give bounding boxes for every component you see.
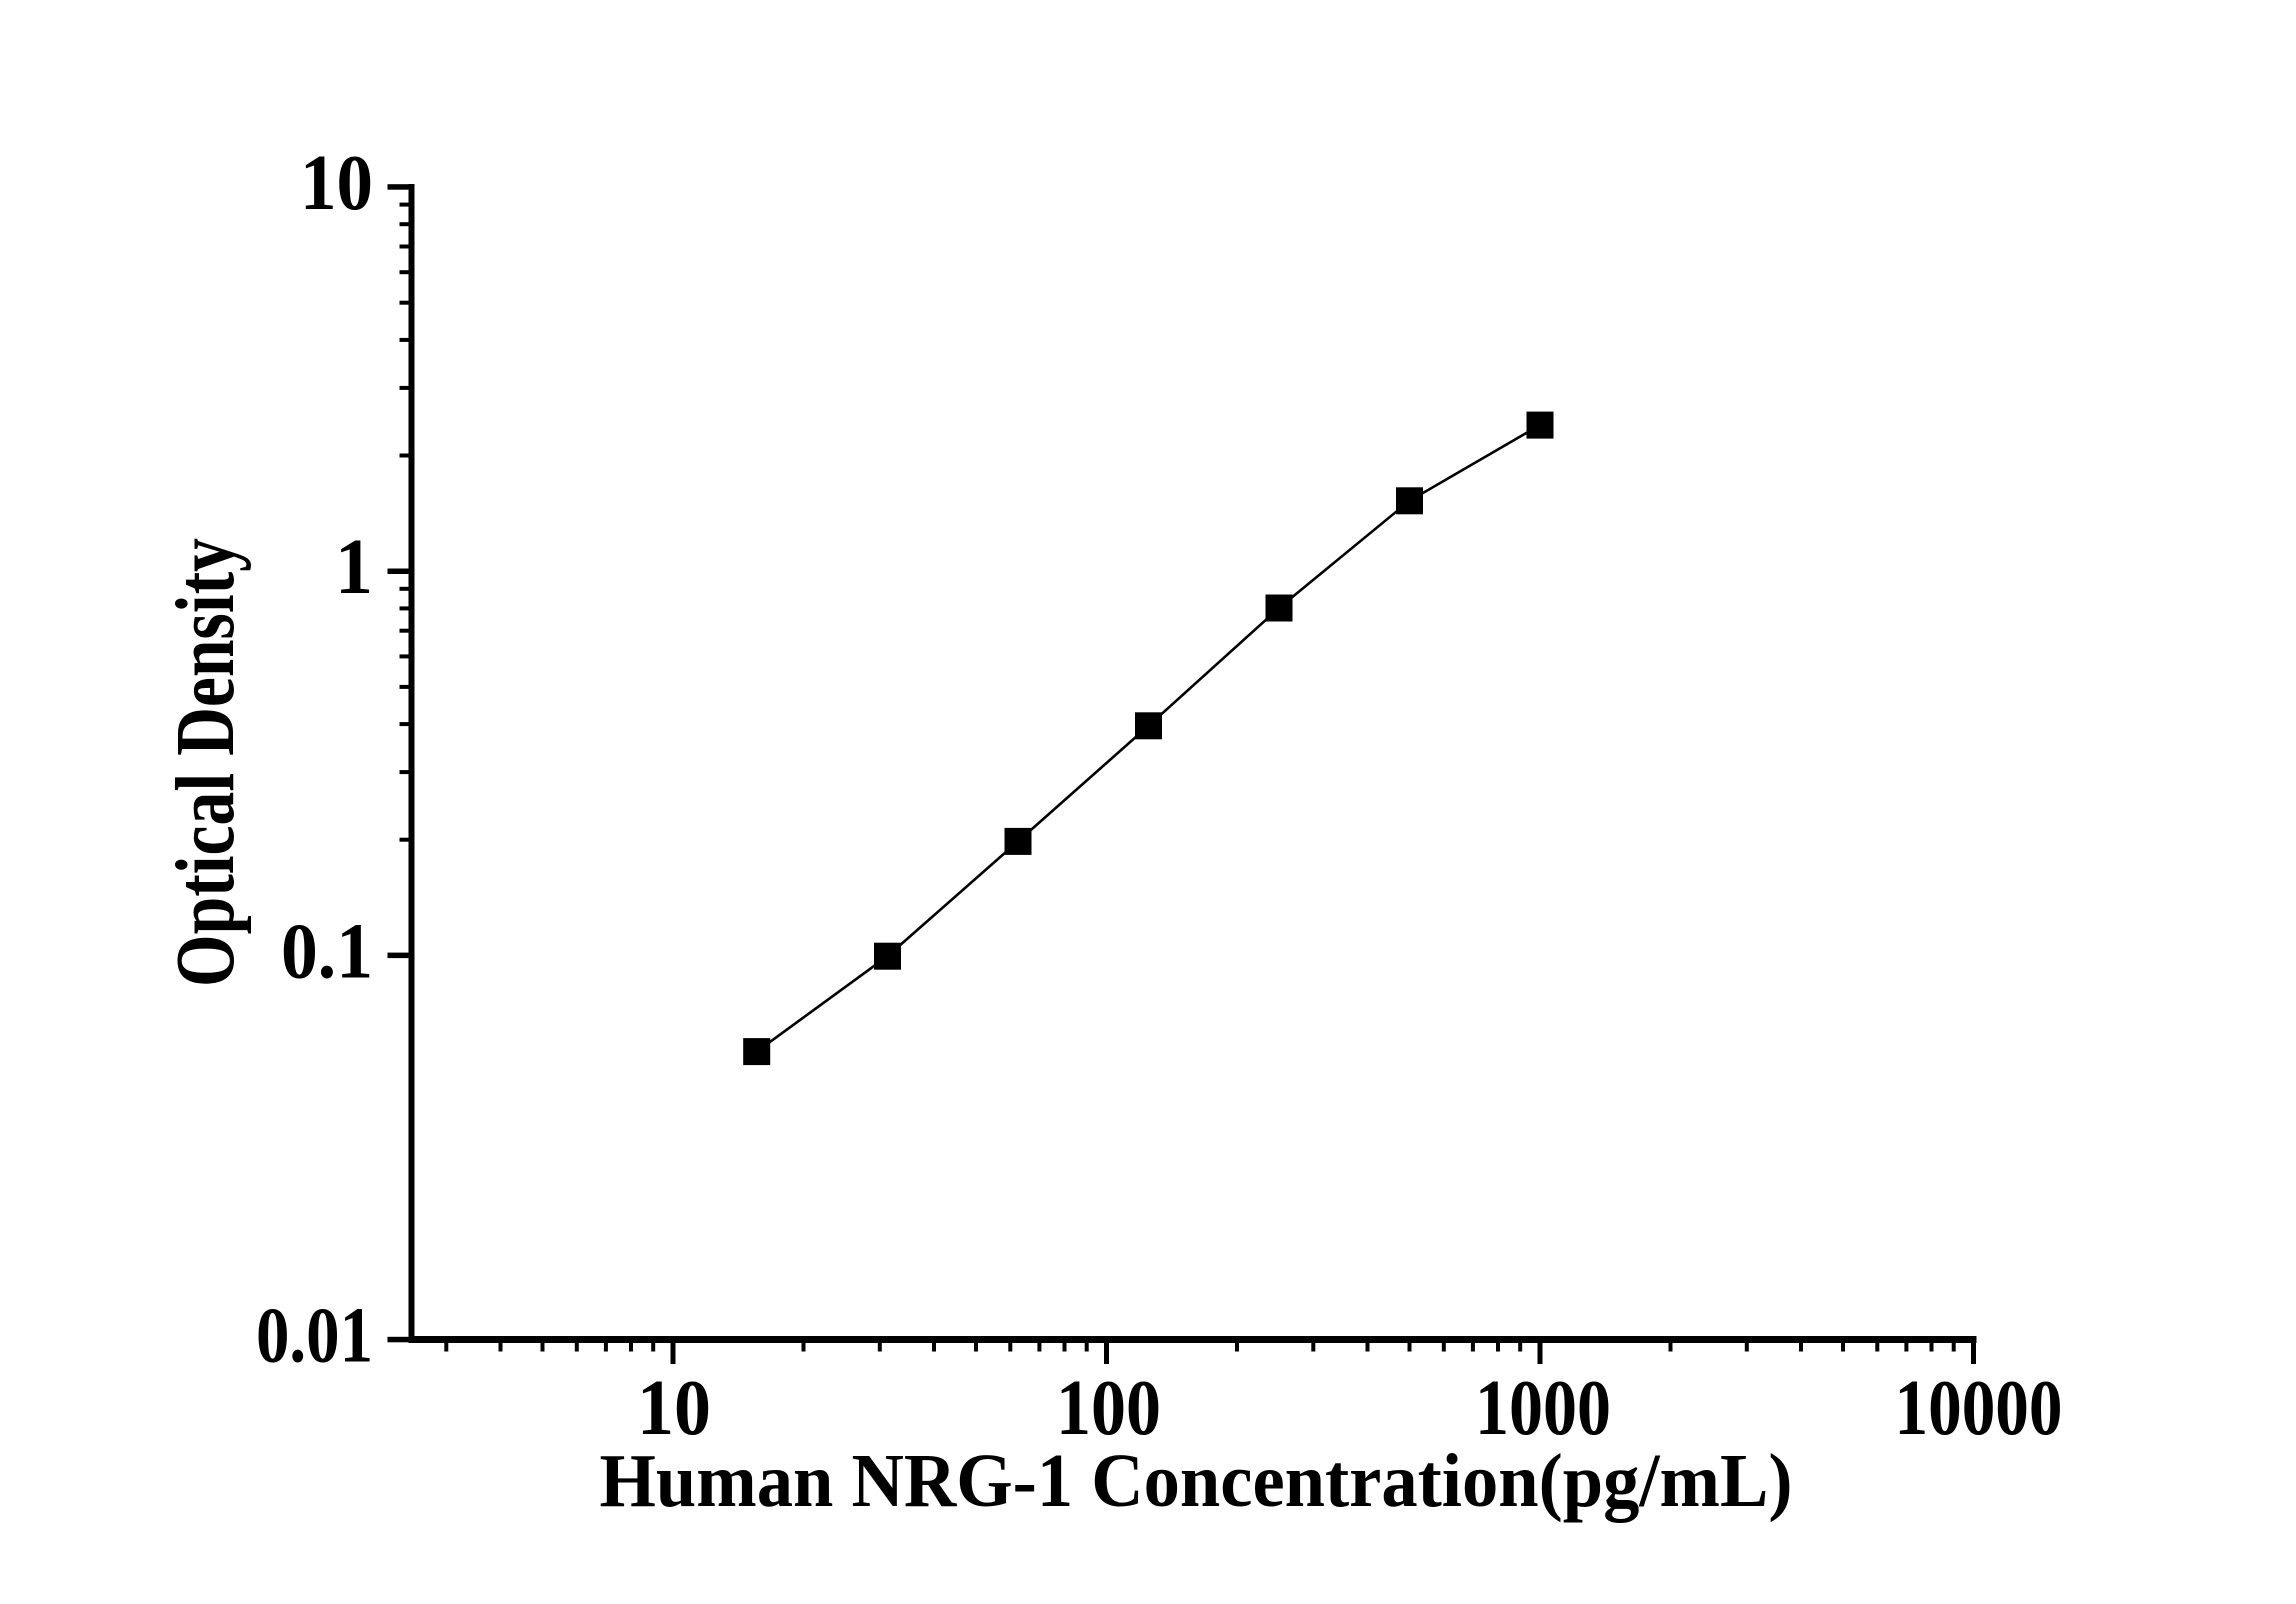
svg-text:0.01: 0.01 xyxy=(256,1293,373,1380)
svg-text:10000: 10000 xyxy=(1895,1365,2063,1452)
svg-text:100: 100 xyxy=(1056,1365,1161,1452)
svg-text:0.1: 0.1 xyxy=(281,908,373,995)
svg-text:10: 10 xyxy=(637,1365,711,1452)
svg-text:10: 10 xyxy=(300,140,373,227)
svg-text:1: 1 xyxy=(335,524,373,611)
svg-text:1000: 1000 xyxy=(1475,1365,1611,1452)
svg-text:Optical Density: Optical Density xyxy=(159,538,252,987)
svg-text:Human NRG-1 Concentration(pg/m: Human NRG-1 Concentration(pg/mL) xyxy=(600,1439,1793,1523)
